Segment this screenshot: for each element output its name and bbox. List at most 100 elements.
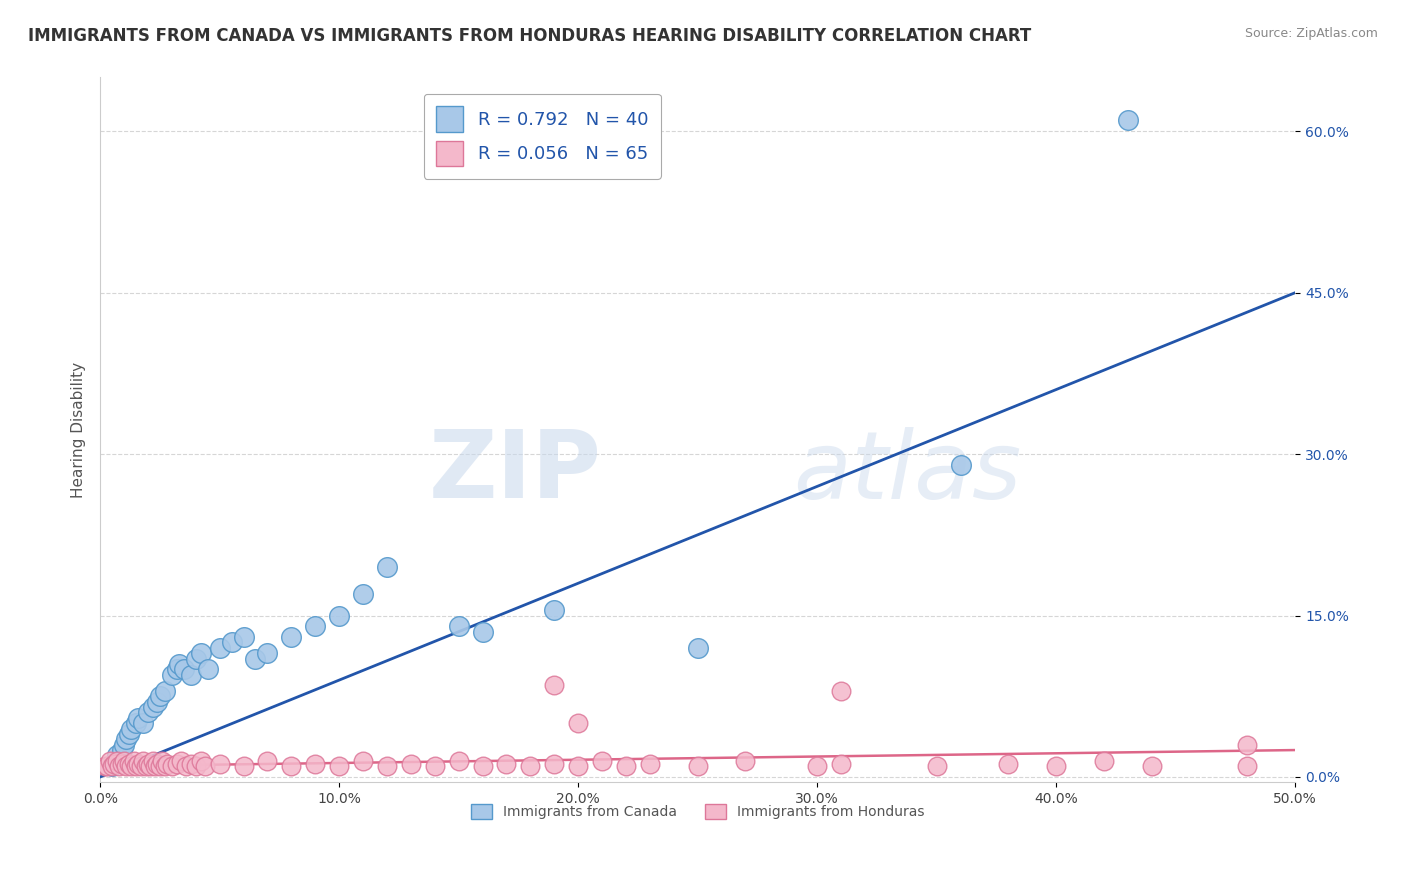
Point	[101, 759, 124, 773]
Point	[122, 754, 145, 768]
Point	[132, 754, 155, 768]
Point	[256, 646, 278, 660]
Point	[136, 757, 159, 772]
Point	[115, 732, 138, 747]
Point	[112, 754, 135, 768]
Point	[1045, 759, 1067, 773]
Point	[328, 759, 350, 773]
Point	[567, 759, 589, 773]
Point	[156, 757, 179, 772]
Text: atlas: atlas	[793, 426, 1022, 517]
Point	[136, 706, 159, 720]
Point	[142, 700, 165, 714]
Text: ZIP: ZIP	[429, 426, 602, 518]
Point	[160, 759, 183, 773]
Point	[108, 754, 131, 768]
Point	[125, 759, 148, 773]
Point	[1092, 754, 1115, 768]
Legend: Immigrants from Canada, Immigrants from Honduras: Immigrants from Canada, Immigrants from …	[465, 799, 929, 825]
Point	[543, 603, 565, 617]
Point	[125, 716, 148, 731]
Point	[591, 754, 613, 768]
Point	[190, 754, 212, 768]
Point	[304, 757, 326, 772]
Point	[180, 757, 202, 772]
Point	[143, 759, 166, 773]
Point	[174, 759, 197, 773]
Point	[180, 667, 202, 681]
Point	[108, 759, 131, 773]
Point	[280, 630, 302, 644]
Point	[139, 759, 162, 773]
Point	[997, 757, 1019, 772]
Point	[115, 759, 138, 773]
Point	[166, 757, 188, 772]
Point	[280, 759, 302, 773]
Point	[118, 727, 141, 741]
Point	[173, 662, 195, 676]
Point	[806, 759, 828, 773]
Point	[399, 757, 422, 772]
Point	[208, 757, 231, 772]
Point	[734, 754, 756, 768]
Point	[1236, 759, 1258, 773]
Point	[105, 748, 128, 763]
Point	[1236, 738, 1258, 752]
Point	[256, 754, 278, 768]
Point	[519, 759, 541, 773]
Point	[184, 759, 207, 773]
Point	[135, 759, 157, 773]
Point	[352, 587, 374, 601]
Point	[543, 757, 565, 772]
Point	[245, 651, 267, 665]
Point	[447, 619, 470, 633]
Point	[232, 759, 254, 773]
Y-axis label: Hearing Disability: Hearing Disability	[72, 362, 86, 498]
Point	[98, 754, 121, 768]
Point	[103, 757, 125, 772]
Point	[567, 716, 589, 731]
Point	[495, 757, 517, 772]
Point	[471, 624, 494, 639]
Point	[614, 759, 637, 773]
Point	[150, 754, 173, 768]
Point	[129, 759, 152, 773]
Point	[184, 651, 207, 665]
Point	[1140, 759, 1163, 773]
Point	[167, 657, 190, 671]
Point	[149, 690, 172, 704]
Point	[375, 759, 398, 773]
Point	[166, 662, 188, 676]
Point	[146, 695, 169, 709]
Point	[112, 738, 135, 752]
Point	[118, 757, 141, 772]
Point	[352, 754, 374, 768]
Point	[1116, 113, 1139, 128]
Point	[190, 646, 212, 660]
Point	[423, 759, 446, 773]
Point	[96, 759, 118, 773]
Point	[471, 759, 494, 773]
Point	[149, 759, 172, 773]
Point	[160, 667, 183, 681]
Point	[232, 630, 254, 644]
Point	[543, 678, 565, 692]
Point	[120, 722, 142, 736]
Point	[221, 635, 243, 649]
Point	[194, 759, 217, 773]
Point	[142, 754, 165, 768]
Point	[197, 662, 219, 676]
Point	[830, 757, 852, 772]
Point	[208, 640, 231, 655]
Point	[94, 759, 117, 773]
Text: Source: ZipAtlas.com: Source: ZipAtlas.com	[1244, 27, 1378, 40]
Point	[304, 619, 326, 633]
Point	[686, 640, 709, 655]
Point	[686, 759, 709, 773]
Point	[127, 711, 149, 725]
Text: IMMIGRANTS FROM CANADA VS IMMIGRANTS FROM HONDURAS HEARING DISABILITY CORRELATIO: IMMIGRANTS FROM CANADA VS IMMIGRANTS FRO…	[28, 27, 1032, 45]
Point	[447, 754, 470, 768]
Point	[127, 757, 149, 772]
Point	[132, 716, 155, 731]
Point	[111, 757, 134, 772]
